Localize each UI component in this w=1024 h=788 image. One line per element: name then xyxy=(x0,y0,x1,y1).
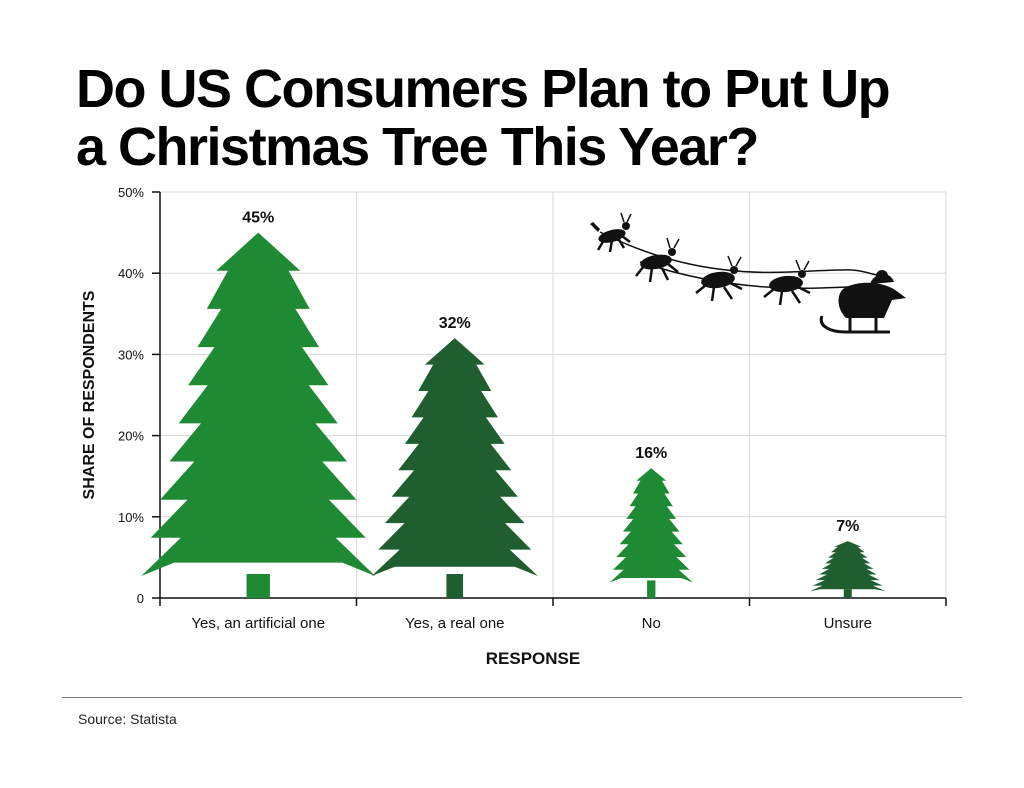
y-tick-label: 10% xyxy=(118,510,144,525)
y-axis-title: SHARE OF RESPONDENTS xyxy=(81,290,98,499)
x-tick-label: No xyxy=(642,615,661,632)
title-line-1: Do US Consumers Plan to Put Up xyxy=(76,59,891,119)
value-labels: 45% 32% 16% 7% xyxy=(242,210,859,536)
tree-bar xyxy=(609,468,693,583)
title-line-2: a Christmas Tree This Year? xyxy=(76,117,759,177)
chart-title: Do US Consumers Plan to Put Up a Christm… xyxy=(76,60,976,176)
tree-bars xyxy=(141,232,886,598)
source-note: Source: Statista xyxy=(78,711,177,727)
tree-bar xyxy=(141,232,376,576)
tree-trunk xyxy=(843,589,852,598)
x-tick-label: Yes, a real one xyxy=(405,615,505,632)
value-label: 16% xyxy=(635,445,667,462)
tree-trunk xyxy=(246,574,270,598)
y-tick-label: 50% xyxy=(118,185,144,200)
tree-trunk xyxy=(446,574,464,598)
tree-bar xyxy=(371,338,538,576)
santa-sleigh-icon xyxy=(590,212,906,334)
tree-trunk xyxy=(647,580,656,598)
y-tick-label: 40% xyxy=(118,266,144,281)
y-tick-label: 30% xyxy=(118,347,144,362)
reindeer-icon xyxy=(763,259,811,306)
reindeer-icon xyxy=(695,255,743,302)
sleigh-icon xyxy=(819,270,906,334)
x-tick-labels: Yes, an artificial one Yes, a real one No U… xyxy=(191,615,872,668)
x-axis-title: RESPONSE xyxy=(486,649,580,668)
value-label: 45% xyxy=(242,210,274,227)
reindeer-icon xyxy=(590,212,632,253)
value-label: 7% xyxy=(836,518,859,535)
value-label: 32% xyxy=(439,315,471,332)
reindeer-icon xyxy=(635,237,680,283)
x-tick-label: Unsure xyxy=(824,615,872,632)
y-tick-labels: 0 10% 20% 30% 40% 50% SHARE OF RESPONDENTS xyxy=(81,185,144,606)
y-tick-label: 0 xyxy=(137,591,144,606)
y-tick-label: 20% xyxy=(118,429,144,444)
footer-divider xyxy=(62,697,962,698)
bar-chart: 0 10% 20% 30% 40% 50% SHARE OF RESPONDENTS 45%… xyxy=(81,185,947,668)
tree-bar xyxy=(809,541,886,592)
x-tick-label: Yes, an artificial one xyxy=(191,615,325,632)
